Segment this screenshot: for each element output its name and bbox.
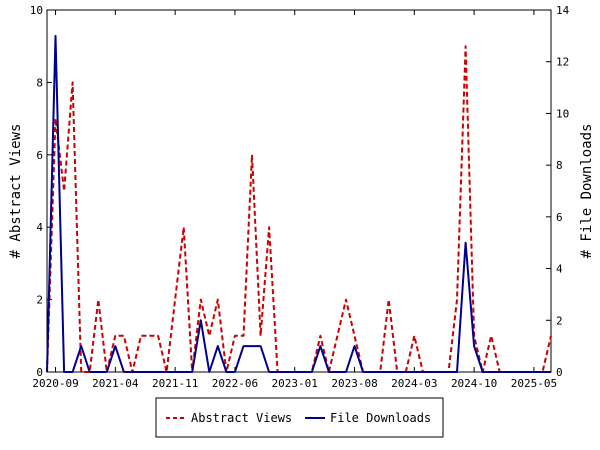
x-tick-label: 2025-05 (511, 377, 557, 390)
y-axis-left-title: # Abstract Views (8, 124, 24, 259)
x-tick-label: 2023-08 (331, 377, 377, 390)
y-left-tick-label: 8 (36, 76, 43, 89)
series-layer (46, 34, 552, 373)
y-right-tick-label: 14 (556, 4, 570, 17)
y-left-tick-label: 0 (36, 366, 43, 379)
y-right-tick-label: 4 (556, 263, 563, 276)
x-tick-label: 2022-06 (212, 377, 258, 390)
y-axis-right-title: # File Downloads (579, 124, 595, 259)
x-tick-label: 2021-04 (92, 377, 139, 390)
y-right-tick-label: 0 (556, 366, 563, 379)
legend-box (155, 397, 444, 438)
x-tick-label: 2024-03 (391, 377, 437, 390)
x-tick-label: 2021-11 (152, 377, 198, 390)
y-left-tick-label: 4 (36, 221, 43, 234)
x-tick-label: 2024-10 (451, 377, 497, 390)
legend-abstract-views-label: Abstract Views (191, 411, 292, 425)
y-left-tick-label: 6 (36, 149, 43, 162)
y-right-tick-label: 8 (556, 159, 563, 172)
y-right-tick-label: 12 (556, 56, 569, 69)
x-tick-label: 2020-09 (32, 377, 78, 390)
plot-area (46, 9, 552, 373)
y-left-tick-label: 2 (36, 294, 43, 307)
legend-file-downloads-label: File Downloads (330, 411, 431, 425)
x-tick-label: 2023-01 (272, 377, 318, 390)
legend: Abstract Views File Downloads (155, 397, 444, 438)
axis-ticks: 0 2 4 6 8 10 0 2 4 6 8 10 12 14 2020-09 2021-04 2021-11 2… (30, 4, 570, 390)
series-line-file-downloads (46, 34, 551, 373)
y-left-tick-label: 10 (30, 4, 43, 17)
y-right-tick-label: 6 (556, 211, 563, 224)
y-right-tick-label: 2 (556, 314, 563, 327)
y-right-tick-label: 10 (556, 107, 569, 120)
